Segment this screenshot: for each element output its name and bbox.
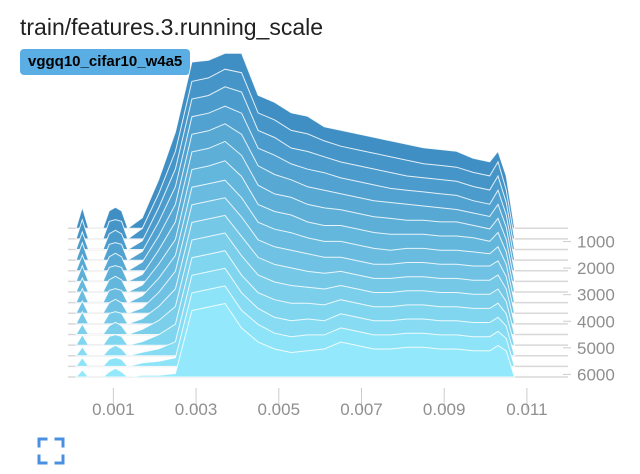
run-badge[interactable]: vggq10_cifar10_w4a5	[20, 49, 191, 75]
y-tick-label: 2000	[577, 259, 615, 278]
x-tick-label: 0.007	[340, 400, 383, 419]
y-tick-label: 4000	[577, 312, 615, 331]
y-tick-label: 1000	[577, 233, 615, 252]
x-tick-label: 0.009	[423, 400, 466, 419]
x-tick-label: 0.011	[506, 400, 547, 419]
y-tick-label: 5000	[577, 339, 615, 358]
chart-title: train/features.3.running_scale	[20, 14, 324, 40]
y-tick-label: 6000	[577, 365, 615, 384]
histogram-slice-6100	[74, 302, 516, 378]
chart-axes: 0.001 0.003 0.005 0.007 0.009 0.011 1000 2000 30…	[92, 233, 615, 419]
x-tick-label: 0.003	[175, 400, 218, 419]
expand-corners-icon[interactable]	[36, 436, 66, 466]
x-tick-label: 0.001	[92, 400, 135, 419]
histogram-series	[74, 52, 516, 378]
x-tick-label: 0.005	[258, 400, 301, 419]
y-tick-label: 3000	[577, 286, 615, 305]
